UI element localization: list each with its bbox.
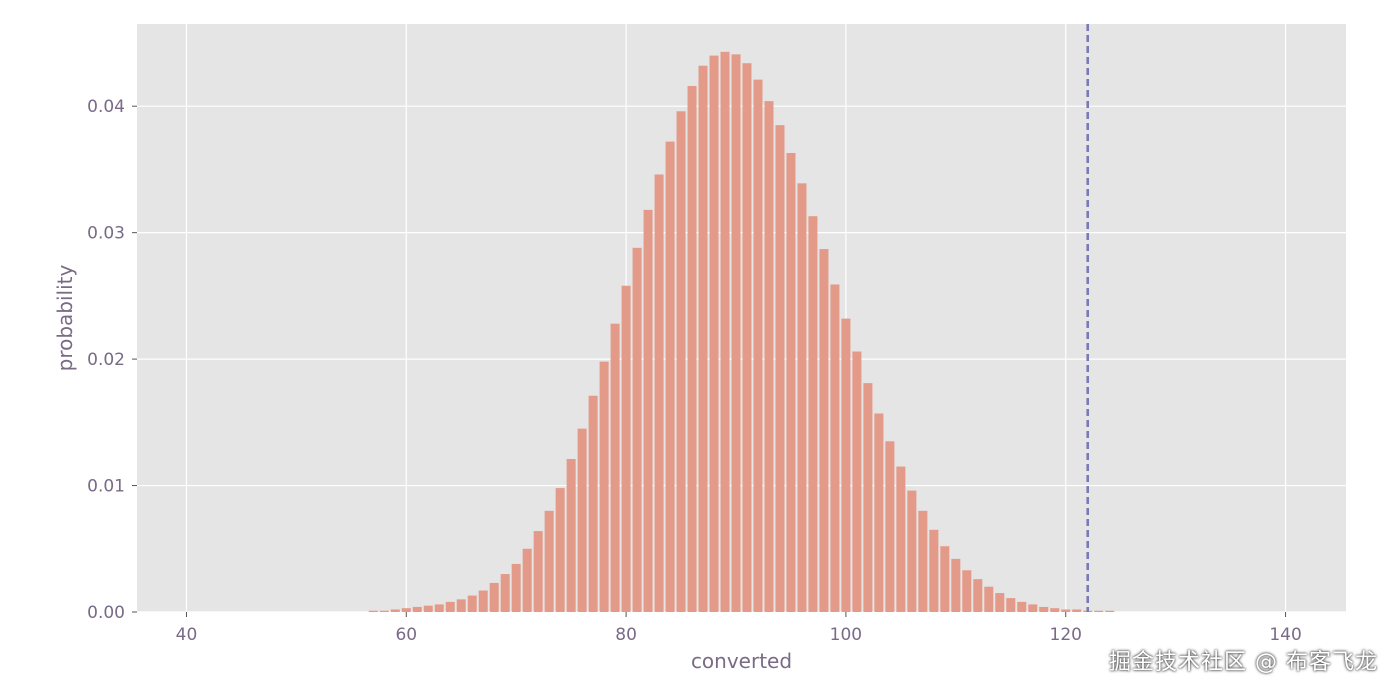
bars [368, 51, 1115, 613]
bar [1105, 610, 1115, 612]
x-tick-label: 40 [176, 625, 198, 645]
bar [401, 608, 411, 612]
x-tick-label: 100 [830, 625, 862, 645]
bar [555, 488, 565, 612]
bar [610, 323, 620, 612]
bar [885, 441, 895, 612]
bar [632, 247, 642, 613]
bar [434, 604, 444, 612]
y-tick-label: 0.04 [87, 97, 125, 117]
bar [566, 458, 576, 612]
bar [1028, 604, 1038, 612]
y-axis-label: probability [53, 264, 77, 371]
bar [522, 548, 532, 612]
x-axis-label: converted [691, 649, 792, 673]
bar [819, 249, 829, 613]
bar [896, 466, 906, 612]
bar [1050, 608, 1060, 612]
bar [962, 570, 972, 612]
bar [973, 579, 983, 612]
bar [863, 383, 873, 612]
bar [830, 284, 840, 612]
x-tick-label: 80 [615, 625, 637, 645]
bar [797, 183, 807, 612]
bar [533, 531, 543, 612]
bar [687, 85, 697, 612]
x-tick-label: 120 [1050, 625, 1082, 645]
bar [709, 55, 719, 612]
plot-area [137, 24, 1346, 612]
bar [951, 558, 961, 612]
bar [423, 605, 433, 612]
y-axis: 0.00 0.01 0.02 0.03 0.04 [87, 97, 137, 623]
bar [995, 593, 1005, 612]
bar [654, 174, 664, 612]
bar [907, 490, 917, 612]
bar [390, 609, 400, 612]
y-tick-label: 0.02 [87, 350, 125, 370]
bar [621, 285, 631, 612]
bar [599, 361, 609, 612]
bar [456, 599, 466, 612]
bar [775, 125, 785, 613]
bar [588, 395, 598, 612]
bar [753, 79, 763, 612]
y-tick-label: 0.03 [87, 224, 125, 244]
bar [489, 582, 499, 612]
grid [137, 24, 1346, 613]
y-tick-label: 0.00 [87, 603, 125, 623]
bar [918, 510, 928, 612]
bar [1039, 606, 1049, 612]
bar [1094, 610, 1104, 612]
bar [467, 595, 477, 612]
bar [676, 111, 686, 612]
bar [929, 529, 939, 612]
bar [544, 510, 554, 612]
bar [511, 563, 521, 612]
bar [1006, 598, 1016, 612]
bar [786, 152, 796, 612]
bar [368, 610, 378, 612]
bar [379, 610, 389, 612]
bar [1017, 601, 1027, 612]
bar [643, 209, 653, 613]
bar [764, 101, 774, 612]
bar [1061, 609, 1071, 612]
bar [665, 141, 675, 612]
bar [940, 546, 950, 612]
bar [445, 601, 455, 612]
bar [742, 63, 752, 612]
bar [720, 51, 730, 613]
bar [731, 54, 741, 612]
bar [874, 413, 884, 612]
bar [852, 351, 862, 612]
bar [841, 318, 851, 612]
x-tick-label: 140 [1269, 625, 1301, 645]
bar [412, 606, 422, 612]
watermark: 掘金技术社区 @ 布客飞龙 [1109, 650, 1378, 675]
bar [984, 586, 994, 612]
bar [1072, 609, 1082, 612]
bar [808, 216, 818, 612]
x-axis: 40 60 80 100 120 140 [176, 612, 1302, 645]
bar [500, 574, 510, 612]
bar [478, 590, 488, 612]
y-tick-label: 0.01 [87, 477, 125, 497]
bar [698, 65, 708, 613]
bar [577, 428, 587, 612]
x-tick-label: 60 [395, 625, 417, 645]
